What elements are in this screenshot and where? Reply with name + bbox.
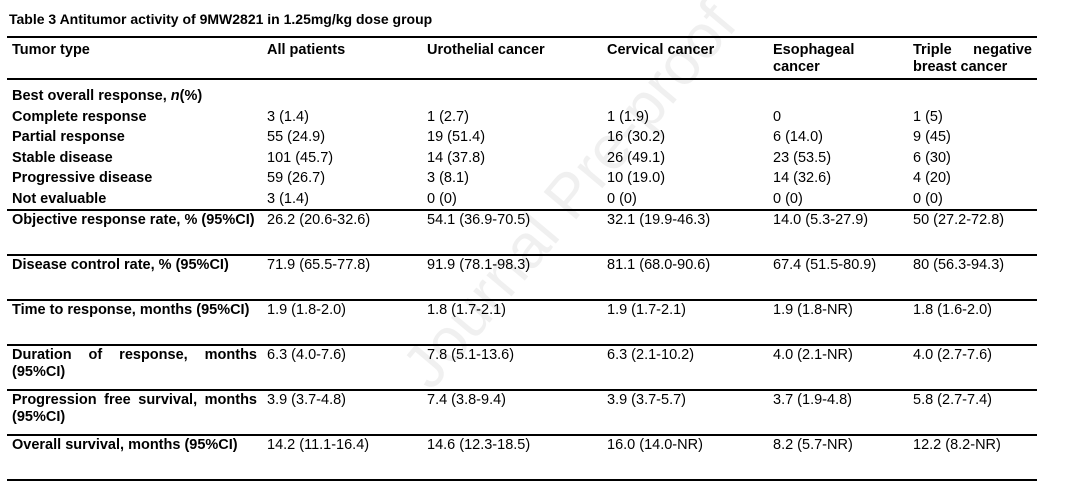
table-cell: 14.0 (5.3-27.9) xyxy=(768,210,908,256)
table-cell: 10 (19.0) xyxy=(607,170,666,186)
column-header: Urothelial cancer xyxy=(422,36,602,80)
table-cell: 14 (37.8) xyxy=(427,149,486,166)
table-row: Complete response 3 (1.4) 1 (2.7) 1 (1.9) 0 1… xyxy=(7,107,1037,128)
table-cell: 81.1 (68.0-90.6) xyxy=(602,255,768,301)
table-cell: 3.7 (1.9-4.8) xyxy=(768,390,908,436)
table-row: Stable disease 101 (45.7) 14 (37.8) 26 (49.… xyxy=(7,148,1037,169)
table-cell: 3 (1.4) xyxy=(267,108,309,125)
table-cell: 14 (32.6) xyxy=(773,170,832,186)
row-label: Overall survival, months (95%CI) xyxy=(7,435,262,481)
table-cell: 3 (8.1) xyxy=(427,170,469,186)
table-cell: 6 (30) xyxy=(913,149,951,166)
table-cell: 0 (0) xyxy=(908,188,1037,211)
column-header: Cervical cancer xyxy=(602,36,768,80)
table-cell: 16 (30.2) xyxy=(607,129,666,145)
table-row: Overall survival, months (95%CI) 14.2 (11… xyxy=(7,435,1037,481)
row-label: Partial response xyxy=(12,129,125,145)
table-cell: 1.9 (1.8-2.0) xyxy=(262,300,422,346)
table-cell: 32.1 (19.9-46.3) xyxy=(602,210,768,256)
table-cell: 6.3 (4.0-7.6) xyxy=(262,345,422,391)
table-cell: 14.2 (11.1-16.4) xyxy=(262,435,422,481)
table-cell: 101 (45.7) xyxy=(267,149,334,166)
table-row: Partial response 55 (24.9) 19 (51.4) 16 (30… xyxy=(7,127,1037,148)
table-cell: 6 (14.0) xyxy=(773,129,823,145)
table-cell: 0 (0) xyxy=(422,188,602,211)
table-row: Not evaluable 3 (1.4) 0 (0) 0 (0) 0 (0) 0 (0) xyxy=(7,188,1037,211)
table-cell: 14.6 (12.3-18.5) xyxy=(422,435,602,481)
row-label: Objective response rate, % (95%CI) xyxy=(7,210,262,256)
column-header: Esophageal cancer xyxy=(768,36,908,80)
table-cell: 1.8 (1.6-2.0) xyxy=(908,300,1037,346)
table-cell: 8.2 (5.7-NR) xyxy=(768,435,908,481)
row-label: Time to response, months (95%CI) xyxy=(7,300,262,346)
table-cell: 26.2 (20.6-32.6) xyxy=(262,210,422,256)
table-cell: 1 (2.7) xyxy=(427,108,469,125)
table-cell: 80 (56.3-94.3) xyxy=(908,255,1037,301)
row-label: Stable disease xyxy=(12,149,113,166)
row-label: Progressive disease xyxy=(12,170,153,186)
table-cell: 23 (53.5) xyxy=(773,149,832,166)
row-label: Disease control rate, % (95%CI) xyxy=(7,255,262,301)
section-row: Best overall response, n(%) xyxy=(7,79,1037,107)
section-label-suffix: (%) xyxy=(179,88,203,104)
section-label: Best overall response, n(%) xyxy=(7,79,1037,107)
table-cell: 4 (20) xyxy=(913,170,951,186)
table-cell: 55 (24.9) xyxy=(267,129,326,145)
antitumor-activity-table: Tumor type All patients Urothelial cance… xyxy=(7,36,1037,481)
table-cell: 5.8 (2.7-7.4) xyxy=(908,390,1037,436)
column-header: All patients xyxy=(262,36,422,80)
table-row: Disease control rate, % (95%CI) 71.9 (65.… xyxy=(7,255,1037,301)
table-cell: 9 (45) xyxy=(913,129,951,145)
table-row: Objective response rate, % (95%CI) 26.2 (… xyxy=(7,210,1037,256)
table-cell: 1.9 (1.7-2.1) xyxy=(602,300,768,346)
row-label: Duration of response, months (95%CI) xyxy=(7,345,262,391)
table-cell: 3.9 (3.7-5.7) xyxy=(602,390,768,436)
table-cell: 3 (1.4) xyxy=(262,188,422,211)
table-cell: 16.0 (14.0-NR) xyxy=(602,435,768,481)
table-cell: 4.0 (2.1-NR) xyxy=(768,345,908,391)
table-cell: 19 (51.4) xyxy=(427,129,486,145)
table-cell: 0 (0) xyxy=(768,188,908,211)
table-cell: 67.4 (51.5-80.9) xyxy=(768,255,908,301)
row-label: Complete response xyxy=(12,108,147,125)
table-cell: 7.8 (5.1-13.6) xyxy=(422,345,602,391)
table-cell: 1 (1.9) xyxy=(607,108,649,125)
table-cell: 7.4 (3.8-9.4) xyxy=(422,390,602,436)
row-label: Not evaluable xyxy=(7,188,262,211)
table-row: Duration of response, months (95%CI) 6.3 … xyxy=(7,345,1037,391)
column-header: Triple negative breast cancer xyxy=(908,36,1037,80)
table-cell: 91.9 (78.1-98.3) xyxy=(422,255,602,301)
table-title: Table 3 Antitumor activity of 9MW2821 in… xyxy=(9,11,433,27)
table-cell: 1.8 (1.7-2.1) xyxy=(422,300,602,346)
table-cell: 1.9 (1.8-NR) xyxy=(768,300,908,346)
table-cell: 26 (49.1) xyxy=(607,149,666,166)
table-cell: 54.1 (36.9-70.5) xyxy=(422,210,602,256)
table-row: Progression free survival, months (95%CI… xyxy=(7,390,1037,436)
column-header: Tumor type xyxy=(7,36,262,80)
table-cell: 4.0 (2.7-7.6) xyxy=(908,345,1037,391)
table-cell: 71.9 (65.5-77.8) xyxy=(262,255,422,301)
section-label-italic: n xyxy=(170,88,180,104)
row-label: Progression free survival, months (95%CI… xyxy=(7,390,262,436)
table-cell: 6.3 (2.1-10.2) xyxy=(602,345,768,391)
table-cell: 50 (27.2-72.8) xyxy=(908,210,1037,256)
table-cell: 3.9 (3.7-4.8) xyxy=(262,390,422,436)
table-cell: 12.2 (8.2-NR) xyxy=(908,435,1037,481)
table-cell: 59 (26.7) xyxy=(267,170,326,186)
table-cell: 0 (0) xyxy=(602,188,768,211)
header-row: Tumor type All patients Urothelial cance… xyxy=(7,36,1037,80)
table-row: Time to response, months (95%CI) 1.9 (1.8… xyxy=(7,300,1037,346)
section-label-text: Best overall response, xyxy=(12,88,171,104)
table-row: Progressive disease 59 (26.7) 3 (8.1) 10 (1… xyxy=(7,168,1037,189)
table-cell: 0 xyxy=(773,108,782,125)
table-cell: 1 (5) xyxy=(913,108,943,125)
